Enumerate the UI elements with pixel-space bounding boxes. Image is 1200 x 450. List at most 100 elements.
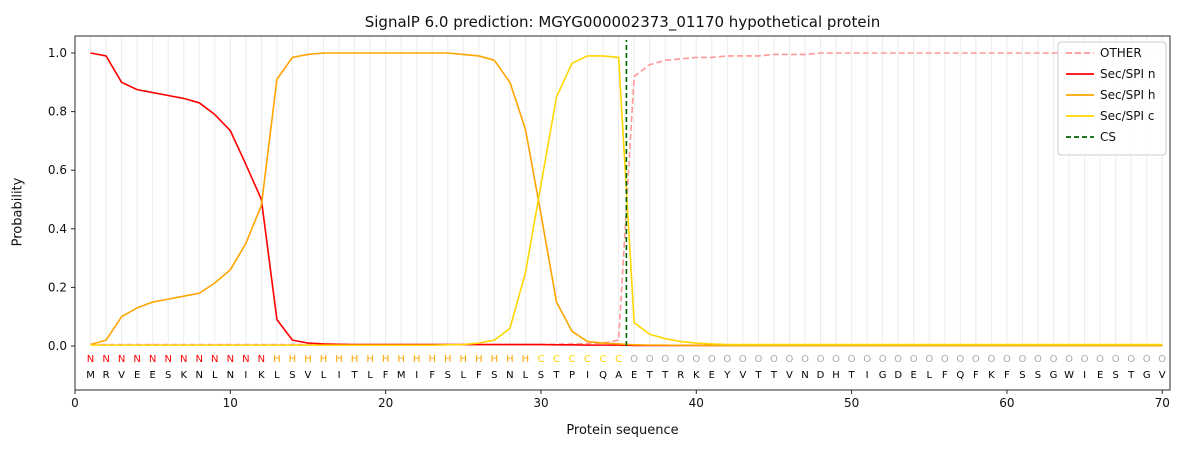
sequence-letter: T — [646, 370, 654, 381]
sequence-letter: K — [258, 370, 265, 381]
sequence-letter: E — [149, 370, 155, 381]
sequence-letter: F — [476, 370, 482, 381]
sequence-letter: V — [1159, 370, 1166, 381]
region-letter: H — [491, 354, 499, 365]
region-letter: O — [677, 354, 685, 365]
region-letter: H — [273, 354, 281, 365]
sequence-letter: T — [770, 370, 778, 381]
sequence-letter: V — [305, 370, 312, 381]
region-letter: O — [894, 354, 902, 365]
region-letter: O — [987, 354, 995, 365]
region-letter: O — [661, 354, 669, 365]
region-letter: H — [366, 354, 374, 365]
region-letter: H — [475, 354, 483, 365]
sequence-letter: F — [973, 370, 979, 381]
region-letter: C — [600, 354, 607, 365]
sequence-letter: T — [661, 370, 669, 381]
region-letter: N — [102, 354, 109, 365]
sequence-letter: I — [866, 370, 869, 381]
sequence-letter: T — [848, 370, 856, 381]
sequence-letter: S — [289, 370, 295, 381]
x-tick-label: 70 — [1155, 396, 1170, 410]
sequence-letter: L — [461, 370, 467, 381]
x-tick-label: 20 — [378, 396, 393, 410]
region-letter: N — [242, 354, 249, 365]
region-letter: N — [180, 354, 187, 365]
region-letter: O — [1050, 354, 1058, 365]
sequence-letter: V — [739, 370, 746, 381]
x-tick-label: 60 — [999, 396, 1014, 410]
sequence-letter: E — [709, 370, 715, 381]
region-letter: C — [569, 354, 576, 365]
region-letter: O — [910, 354, 918, 365]
plot-border — [74, 35, 1171, 391]
region-letter: O — [770, 354, 778, 365]
region-letter: O — [708, 354, 716, 365]
region-letter: O — [1081, 354, 1089, 365]
region-letter: O — [1127, 354, 1135, 365]
y-tick-label: 1.0 — [48, 46, 67, 60]
region-letter: C — [553, 354, 560, 365]
sequence-letter: S — [491, 370, 497, 381]
y-tick-label: 0.4 — [48, 222, 67, 236]
region-letter: N — [211, 354, 218, 365]
region-letter: H — [335, 354, 343, 365]
region-letter: O — [832, 354, 840, 365]
sequence-letter: D — [817, 370, 825, 381]
region-letter: N — [133, 354, 140, 365]
region-letter: O — [1143, 354, 1151, 365]
sequence-letter: D — [894, 370, 902, 381]
sequence-letter: E — [911, 370, 917, 381]
legend-label: CS — [1100, 130, 1116, 144]
region-letter: N — [87, 354, 94, 365]
y-tick-label: 0.6 — [48, 163, 67, 177]
sequence-letter: L — [212, 370, 218, 381]
sequence-letter: S — [165, 370, 171, 381]
y-tick-label: 0.8 — [48, 105, 67, 119]
region-letter: O — [879, 354, 887, 365]
region-letter: O — [786, 354, 794, 365]
region-letter: O — [692, 354, 700, 365]
x-tick-label: 30 — [533, 396, 548, 410]
region-letter: N — [149, 354, 156, 365]
sequence-letter: T — [351, 370, 359, 381]
sequence-letter: W — [1064, 370, 1074, 381]
region-letter: H — [351, 354, 359, 365]
region-letter: O — [941, 354, 949, 365]
region-letter: O — [925, 354, 933, 365]
chart-title: SignalP 6.0 prediction: MGYG000002373_01… — [364, 13, 881, 31]
sequence-letter: V — [118, 370, 125, 381]
region-letter: C — [537, 354, 544, 365]
sequence-letter: I — [415, 370, 418, 381]
sequence-letter: L — [523, 370, 529, 381]
region-letter: O — [1003, 354, 1011, 365]
sequence-letter: R — [677, 370, 684, 381]
x-tick-label: 10 — [223, 396, 238, 410]
sequence-letter: N — [506, 370, 513, 381]
region-letter: O — [646, 354, 654, 365]
sequence-letter: H — [832, 370, 840, 381]
sequence-letter: E — [1097, 370, 1103, 381]
x-tick-label: 0 — [71, 396, 79, 410]
sequence-letter: T — [552, 370, 560, 381]
region-letter: O — [1019, 354, 1027, 365]
sequence-letter: F — [1004, 370, 1010, 381]
legend-label: Sec/SPI h — [1100, 88, 1155, 102]
sequence-letter: L — [926, 370, 932, 381]
sequence-letter: I — [586, 370, 589, 381]
sequence-letter: G — [879, 370, 887, 381]
region-letter: O — [723, 354, 731, 365]
sequence-letter: S — [1035, 370, 1041, 381]
region-letter: O — [817, 354, 825, 365]
sequence-letter: F — [429, 370, 435, 381]
region-letter: O — [739, 354, 747, 365]
sequence-letter: S — [1019, 370, 1025, 381]
region-letter: C — [584, 354, 591, 365]
region-letter: H — [506, 354, 514, 365]
sequence-letter: N — [227, 370, 234, 381]
y-tick-label: 0.0 — [48, 339, 67, 353]
sequence-letter: M — [397, 370, 406, 381]
sequence-letter: M — [86, 370, 95, 381]
region-letter: O — [956, 354, 964, 365]
